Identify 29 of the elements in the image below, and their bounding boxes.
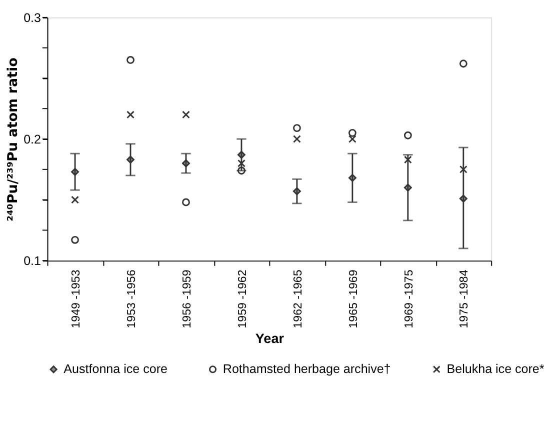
x-tick-label: 1962 -1965 bbox=[292, 270, 304, 328]
y-axis-title: ²⁴⁰Pu/²³⁹Pu atom ratio bbox=[4, 58, 21, 222]
x-tick-label: 1956 -1959 bbox=[181, 270, 194, 328]
x-tick-label: 1969 -1975 bbox=[403, 270, 416, 328]
x-axis-title: Year bbox=[255, 330, 285, 346]
x-tick-label: 1949 -1953 bbox=[70, 270, 82, 328]
y-tick-label: 0.3 bbox=[24, 10, 42, 25]
x-tick-label: 1975 -1984 bbox=[458, 269, 471, 328]
point bbox=[459, 60, 468, 68]
point bbox=[404, 131, 412, 140]
point bbox=[182, 198, 190, 206]
legend-label: Rothamsted herbage archive† bbox=[222, 362, 391, 376]
point bbox=[126, 56, 134, 64]
x-tick-label: 1959 -1962 bbox=[236, 270, 249, 328]
point bbox=[459, 165, 468, 174]
x-tick-label: 1953 -1956 bbox=[126, 270, 138, 328]
point bbox=[292, 124, 301, 132]
point bbox=[126, 110, 134, 119]
point bbox=[292, 135, 301, 143]
x-tick-label: 1965 -1969 bbox=[348, 270, 360, 328]
y-tick-label: 0.2 bbox=[24, 132, 42, 146]
point bbox=[182, 110, 190, 119]
point bbox=[404, 156, 412, 164]
legend-label: Belukha ice core* bbox=[446, 362, 544, 376]
legend-label: Austfonna ice core bbox=[64, 362, 168, 376]
point bbox=[238, 159, 246, 168]
point bbox=[71, 196, 79, 204]
point bbox=[71, 236, 79, 244]
y-tick-label: 0.1 bbox=[24, 254, 42, 268]
